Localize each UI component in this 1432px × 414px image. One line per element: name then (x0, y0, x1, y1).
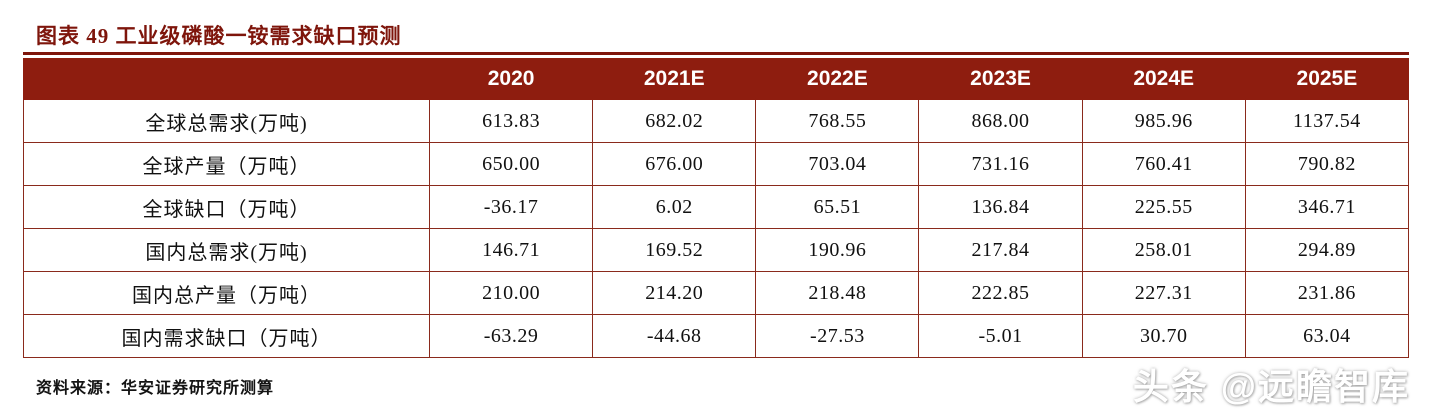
source-note: 资料来源：华安证券研究所测算 (36, 380, 275, 397)
cell-value: 210.00 (428, 271, 594, 315)
row-label: 全球总需求(万吨) (23, 99, 430, 143)
row-label: 全球缺口（万吨） (23, 185, 430, 229)
cell-value: 222.85 (918, 271, 1083, 315)
cell-value: 30.70 (1081, 314, 1246, 358)
cell-value: 146.71 (428, 228, 594, 272)
header-cell-year: 2025E (1244, 58, 1410, 100)
table-row: 国内需求缺口（万吨） -63.29 -44.68 -27.53 -5.01 30… (23, 314, 1410, 358)
cell-value: 1137.54 (1244, 99, 1410, 143)
cell-value: -36.17 (428, 185, 594, 229)
cell-value: 676.00 (592, 142, 757, 186)
cell-value: -27.53 (755, 314, 920, 358)
cell-value: 63.04 (1244, 314, 1410, 358)
table-row: 全球缺口（万吨） -36.17 6.02 65.51 136.84 225.55… (23, 185, 1410, 229)
watermark: 头条 @远瞻智库 (1132, 366, 1410, 407)
cell-value: 650.00 (428, 142, 594, 186)
cell-value: 6.02 (592, 185, 757, 229)
cell-value: 65.51 (755, 185, 920, 229)
title-underline-rule (23, 52, 1409, 55)
cell-value: 703.04 (755, 142, 920, 186)
forecast-table: 2020 2021E 2022E 2023E 2024E 2025E 全球总需求… (23, 58, 1410, 358)
row-label: 全球产量（万吨） (23, 142, 430, 186)
cell-value: 225.55 (1081, 185, 1246, 229)
cell-value: 190.96 (755, 228, 920, 272)
cell-value: 294.89 (1244, 228, 1410, 272)
header-cell-year: 2024E (1081, 58, 1246, 100)
table-row: 全球产量（万吨） 650.00 676.00 703.04 731.16 760… (23, 142, 1410, 186)
cell-value: 231.86 (1244, 271, 1410, 315)
cell-value: -44.68 (592, 314, 757, 358)
cell-value: 258.01 (1081, 228, 1246, 272)
cell-value: 790.82 (1244, 142, 1410, 186)
row-label: 国内总需求(万吨) (23, 228, 430, 272)
cell-value: 169.52 (592, 228, 757, 272)
header-cell-year: 2021E (592, 58, 757, 100)
figure-title: 图表 49 工业级磷酸一铵需求缺口预测 (36, 24, 402, 48)
row-label: 国内总产量（万吨） (23, 271, 430, 315)
table-row: 国内总产量（万吨） 210.00 214.20 218.48 222.85 22… (23, 271, 1410, 315)
header-cell-year: 2022E (755, 58, 920, 100)
cell-value: 218.48 (755, 271, 920, 315)
cell-value: 868.00 (918, 99, 1083, 143)
cell-value: 985.96 (1081, 99, 1246, 143)
cell-value: 760.41 (1081, 142, 1246, 186)
row-label: 国内需求缺口（万吨） (23, 314, 430, 358)
cell-value: 214.20 (592, 271, 757, 315)
cell-value: -5.01 (918, 314, 1083, 358)
cell-value: 613.83 (428, 99, 594, 143)
header-cell-year: 2020 (428, 58, 594, 100)
cell-value: 136.84 (918, 185, 1083, 229)
table-row: 全球总需求(万吨) 613.83 682.02 768.55 868.00 98… (23, 99, 1410, 143)
cell-value: 346.71 (1244, 185, 1410, 229)
cell-value: -63.29 (428, 314, 594, 358)
cell-value: 682.02 (592, 99, 757, 143)
cell-value: 731.16 (918, 142, 1083, 186)
cell-value: 217.84 (918, 228, 1083, 272)
cell-value: 768.55 (755, 99, 920, 143)
cell-value: 227.31 (1081, 271, 1246, 315)
header-cell-empty (23, 58, 430, 100)
table-row: 国内总需求(万吨) 146.71 169.52 190.96 217.84 25… (23, 228, 1410, 272)
forecast-table-container: 2020 2021E 2022E 2023E 2024E 2025E 全球总需求… (23, 58, 1410, 358)
header-cell-year: 2023E (918, 58, 1083, 100)
table-header-row: 2020 2021E 2022E 2023E 2024E 2025E (23, 58, 1410, 100)
